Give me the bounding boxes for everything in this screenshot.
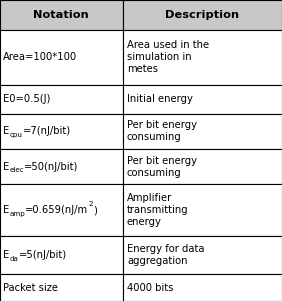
Bar	[123, 185, 282, 236]
Text: E: E	[3, 205, 10, 216]
Bar	[0, 85, 123, 113]
Bar	[123, 236, 282, 274]
Bar	[123, 29, 282, 85]
Bar	[123, 274, 282, 301]
Text: Initial energy: Initial energy	[127, 94, 193, 104]
Bar	[0, 274, 123, 301]
Bar	[123, 85, 282, 113]
Bar	[0, 113, 123, 149]
Bar	[0, 29, 123, 85]
Text: Amplifier
transmitting
energy: Amplifier transmitting energy	[127, 194, 189, 227]
Text: Description: Description	[165, 10, 239, 20]
Text: E: E	[3, 126, 10, 136]
Text: elec: elec	[10, 167, 24, 173]
Text: ): )	[93, 205, 97, 216]
Text: Area=100*100: Area=100*100	[3, 52, 78, 62]
Text: =50(nJ/bit): =50(nJ/bit)	[24, 162, 79, 172]
Text: 4000 bits: 4000 bits	[127, 283, 173, 293]
Bar	[123, 149, 282, 185]
Text: E0=0.5(J): E0=0.5(J)	[3, 94, 51, 104]
Text: amp: amp	[10, 211, 25, 217]
Bar	[123, 0, 282, 29]
Bar	[0, 236, 123, 274]
Text: =0.659(nJ/m: =0.659(nJ/m	[25, 205, 89, 216]
Text: =7(nJ/bit): =7(nJ/bit)	[23, 126, 71, 136]
Bar	[123, 113, 282, 149]
Text: Energy for data
aggregation: Energy for data aggregation	[127, 244, 204, 266]
Text: Per bit energy
consuming: Per bit energy consuming	[127, 156, 197, 178]
Text: Packet size: Packet size	[3, 283, 58, 293]
Text: Per bit energy
consuming: Per bit energy consuming	[127, 120, 197, 142]
Bar	[0, 185, 123, 236]
Bar	[0, 149, 123, 185]
Text: cpu: cpu	[10, 132, 23, 138]
Bar	[0, 0, 123, 29]
Text: E: E	[3, 162, 10, 172]
Text: Area used in the
simulation in
metes: Area used in the simulation in metes	[127, 40, 209, 74]
Text: 2: 2	[89, 201, 93, 207]
Text: Notation: Notation	[34, 10, 89, 20]
Text: =5(nJ/bit): =5(nJ/bit)	[19, 250, 67, 260]
Text: E: E	[3, 250, 10, 260]
Text: da: da	[10, 256, 19, 262]
